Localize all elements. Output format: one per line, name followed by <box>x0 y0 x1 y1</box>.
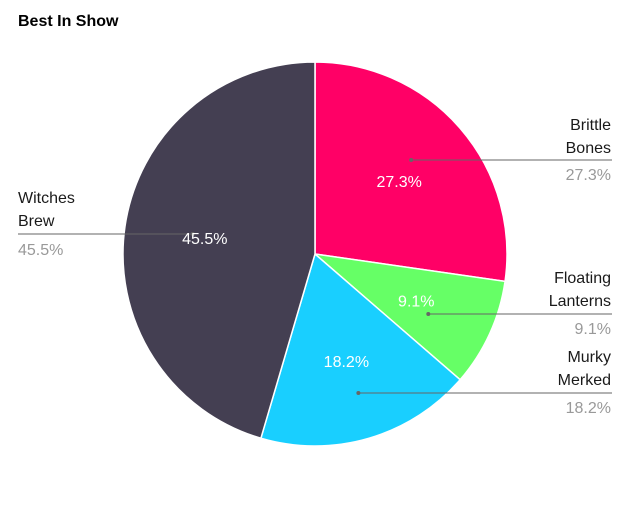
pie-slice-brittle-bones[interactable] <box>314 61 508 283</box>
leader-dot-murky-merked <box>356 391 361 395</box>
pie-slice-floating-lanterns[interactable] <box>312 252 506 381</box>
slice-name-brittle-bones-line-1: Brittle <box>570 117 611 134</box>
slice-value-label-brittle-bones: 27.3% <box>376 174 421 191</box>
pie-slice-witches-brew[interactable] <box>122 61 316 440</box>
pie-slice-murky-merked[interactable] <box>259 252 462 447</box>
slice-percent-brittle-bones: 27.3% <box>566 167 611 184</box>
slice-name-floating-lanterns-line-2: Lanterns <box>549 293 611 310</box>
slice-name-brittle-bones-line-2: Bones <box>566 140 611 157</box>
slice-name-floating-lanterns-line-1: Floating <box>554 270 611 287</box>
slice-name-witches-brew-line-1: Witches <box>18 190 75 207</box>
slice-value-label-murky-merked: 18.2% <box>324 354 369 371</box>
leader-dot-witches-brew <box>190 232 195 236</box>
slice-percent-floating-lanterns: 9.1% <box>575 321 611 338</box>
slice-name-murky-merked-line-2: Merked <box>558 372 611 389</box>
slice-value-label-floating-lanterns: 9.1% <box>398 293 434 310</box>
slice-name-murky-merked-line-1: Murky <box>567 349 611 366</box>
slice-value-label-witches-brew: 45.5% <box>182 231 227 248</box>
slice-name-witches-brew-line-2: Brew <box>18 213 55 230</box>
slice-percent-witches-brew: 45.5% <box>18 242 63 259</box>
leader-dot-brittle-bones <box>409 158 414 162</box>
chart-title: Best In Show <box>18 13 119 30</box>
slice-percent-murky-merked: 18.2% <box>566 400 611 417</box>
leader-dot-floating-lanterns <box>426 312 431 316</box>
